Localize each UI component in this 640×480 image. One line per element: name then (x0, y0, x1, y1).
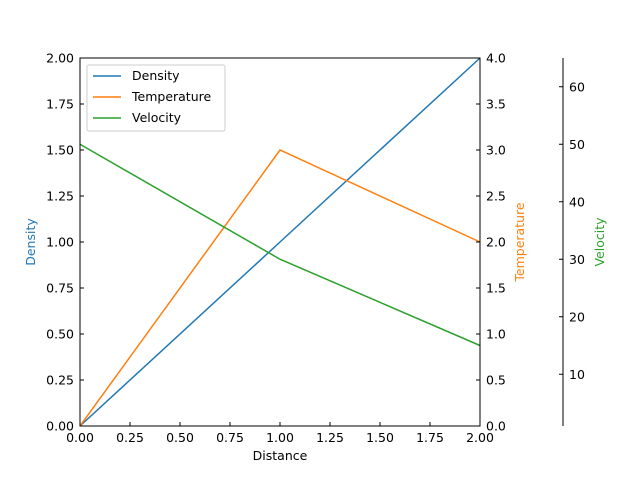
x-tick-label: 0.50 (166, 430, 194, 445)
velocity-axis-label: Velocity (592, 217, 607, 267)
density-tick-label: 0.00 (46, 419, 74, 434)
temperature-tick-label: 4.0 (486, 51, 506, 66)
density-tick-label: 0.75 (46, 281, 74, 296)
density-tick-label: 1.25 (46, 189, 74, 204)
temperature-tick-label: 2.0 (486, 235, 506, 250)
temperature-tick-label: 0.5 (486, 373, 506, 388)
legend-frame (86, 64, 226, 132)
velocity-tick-label: 10 (569, 367, 585, 382)
temperature-tick-label: 1.5 (486, 281, 506, 296)
temperature-tick-label: 1.0 (486, 327, 506, 342)
x-tick-label: 1.75 (416, 430, 444, 445)
temperature-axis-label: Temperature (512, 202, 527, 282)
series-line-velocity (79, 143, 481, 347)
legend-label-velocity: Velocity (132, 110, 182, 125)
density-tick-label: 1.50 (46, 143, 74, 158)
density-tick-label: 1.00 (46, 235, 74, 250)
series-line-density (79, 57, 481, 427)
series-line-temperature (79, 149, 481, 427)
temperature-tick-label: 0.0 (486, 419, 506, 434)
legend-label-density: Density (132, 68, 180, 83)
temperature-tick-label: 3.5 (486, 97, 506, 112)
temperature-tick-label: 3.0 (486, 143, 506, 158)
velocity-tick-label: 60 (569, 79, 585, 94)
x-tick-label: 1.25 (316, 430, 344, 445)
legend: Density Temperature Velocity (86, 64, 226, 132)
density-tick-label: 0.50 (46, 327, 74, 342)
x-axis-label: Distance (253, 448, 308, 463)
x-tick-label: 0.75 (216, 430, 244, 445)
x-tick-label: 0.00 (66, 430, 94, 445)
x-tick-label: 1.00 (266, 430, 294, 445)
density-tick-label: 2.00 (46, 51, 74, 66)
x-tick-label: 0.25 (116, 430, 144, 445)
velocity-tick-label: 20 (569, 309, 585, 324)
temperature-tick-label: 2.5 (486, 189, 506, 204)
x-tick-label: 2.00 (466, 430, 494, 445)
density-axis-label: Density (23, 218, 38, 266)
legend-label-temperature: Temperature (131, 89, 211, 104)
velocity-tick-label: 30 (569, 252, 585, 267)
x-tick-label: 1.50 (366, 430, 394, 445)
velocity-tick-label: 40 (569, 194, 585, 209)
density-tick-label: 1.75 (46, 97, 74, 112)
density-tick-label: 0.25 (46, 373, 74, 388)
velocity-tick-label: 50 (569, 137, 585, 152)
